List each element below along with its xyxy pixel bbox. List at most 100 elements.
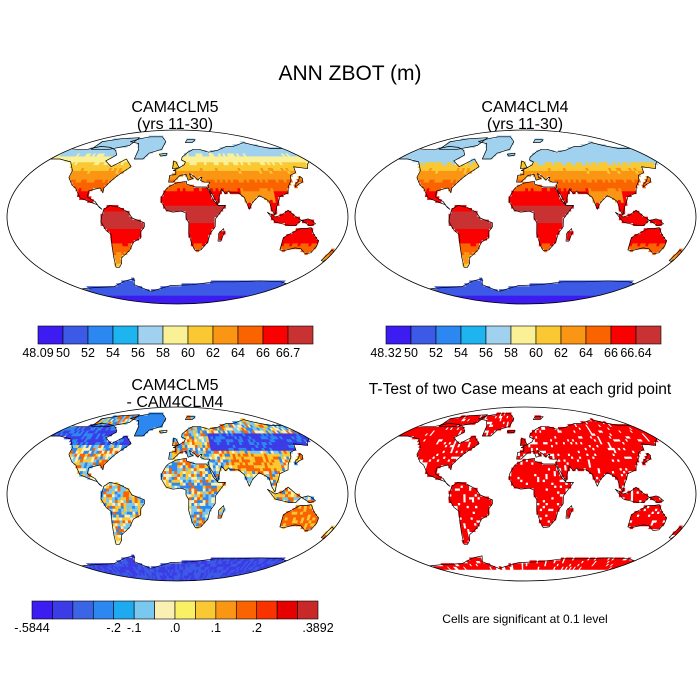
colorbar-tick-label: 66.7 <box>276 346 300 360</box>
colorbar-tick-label: 52 <box>81 346 95 360</box>
panel-title-cam4clm5: CAM4CLM5 (yrs 11-30) <box>75 99 275 133</box>
coastline-uk <box>520 160 528 170</box>
colorbar-tick-label: 48.32 <box>370 346 401 360</box>
colorbar-tick-label: 58 <box>156 346 170 360</box>
panel-title-line1: CAM4CLM5 <box>131 377 219 394</box>
coastline-uk <box>520 437 528 447</box>
panel-title-line1: CAM4CLM4 <box>481 99 569 116</box>
colorbar-box <box>560 325 587 345</box>
colorbar-box <box>297 600 319 620</box>
colorbar-tick-label: 56 <box>131 346 145 360</box>
colorbar-tick-label: 54 <box>454 346 468 360</box>
colorbar-box <box>385 325 412 345</box>
coastline-svalbard <box>533 139 544 143</box>
coastline-africa <box>509 457 574 529</box>
colorbar-box <box>52 600 74 620</box>
colorbar-tick-label: 52 <box>429 346 443 360</box>
panel-title-line2: (yrs 11-30) <box>486 116 564 133</box>
colorbar-box <box>215 600 237 620</box>
coastline-svalbard <box>533 416 544 420</box>
coastline-south-america <box>100 482 145 545</box>
colorbar-box <box>585 325 612 345</box>
colorbar-box <box>212 325 239 345</box>
colorbar-tick-label: 50 <box>404 346 418 360</box>
colorbar-box <box>31 600 53 620</box>
coastline-greenland <box>130 136 167 160</box>
colorbar-box <box>510 325 537 345</box>
coastline-madagascar <box>217 228 225 242</box>
colorbar-box <box>62 325 89 345</box>
coastline-madagascar <box>565 228 573 242</box>
colorbar-box <box>112 325 139 345</box>
colorbar-box <box>256 600 278 620</box>
colorbar-box <box>174 600 196 620</box>
panel-title-ttest: T-Test of two Case means at each grid po… <box>368 381 672 398</box>
colorbar-tick-label: 66 <box>256 346 270 360</box>
coastline-iceland <box>159 152 168 157</box>
colorbar-tick-label: -.2 <box>106 621 121 635</box>
colorbar-box <box>237 325 264 345</box>
colorbar-tick-label: 50 <box>56 346 70 360</box>
colorbar-tick-label: 62 <box>554 346 568 360</box>
colorbar-tick-label: 66.64 <box>620 346 651 360</box>
significance-note: Cells are significant at 0.1 level <box>442 612 608 626</box>
coastline-iceland <box>159 429 168 434</box>
panel-title-line2: - CAM4CLM4 <box>126 394 224 411</box>
coastline-north-america <box>47 146 132 210</box>
coastline-africa <box>161 457 226 529</box>
colorbar-tick-label: 66 <box>604 346 618 360</box>
coastline-uk <box>172 437 180 447</box>
colorbar-cam4clm4: 48.32 50 52 54 56 58 60 62 64 66 66.64 <box>370 325 662 360</box>
map-cam4clm4 <box>354 129 697 305</box>
colorbar-box <box>635 325 662 345</box>
colorbar-cam4clm5: 48.09 50 52 54 56 58 60 62 64 66 66.7 <box>22 325 314 360</box>
colorbar-tick-label: 64 <box>231 346 245 360</box>
colorbar-box <box>276 600 298 620</box>
colorbar-box <box>162 325 189 345</box>
coastline-eurasia <box>168 419 315 493</box>
colorbar-tick-label: .2 <box>251 621 261 635</box>
coastline-japan <box>294 453 303 465</box>
map-difference <box>6 406 349 582</box>
coastline-indonesia <box>615 209 664 227</box>
coastline-iceland <box>507 152 516 157</box>
colorbar-box <box>137 325 164 345</box>
colorbar-box <box>287 325 314 345</box>
colorbar-tick-label: -.1 <box>127 621 142 635</box>
colorbar-tick-label: 64 <box>579 346 593 360</box>
colorbar-tick-label: 62 <box>206 346 220 360</box>
colorbar-tick-label: 54 <box>106 346 120 360</box>
colorbar-tick-label: 56 <box>479 346 493 360</box>
colorbar-box <box>535 325 562 345</box>
coastline-indonesia <box>615 486 664 504</box>
colorbar-box <box>235 600 258 620</box>
coastline-south-america <box>448 205 493 268</box>
map-border <box>354 129 697 305</box>
colorbar-box <box>133 600 155 620</box>
coastline-svalbard <box>185 139 196 143</box>
colorbar-box <box>262 325 289 345</box>
coastline-madagascar <box>217 505 225 519</box>
coastline-greenland <box>130 413 167 437</box>
coastline-greenland <box>478 136 515 160</box>
coastline-arctic-islands <box>90 414 140 427</box>
map-border <box>6 129 349 305</box>
coastline-australia <box>627 227 667 255</box>
colorbar-tick-label: 60 <box>181 346 195 360</box>
coastline-australia <box>279 227 319 255</box>
map-ttest <box>354 406 697 582</box>
colorbar-box <box>410 325 437 345</box>
colorbar-box <box>435 325 462 345</box>
panel-title-line2: (yrs 11-30) <box>136 116 214 133</box>
panel-title-difference: CAM4CLM5 - CAM4CLM4 <box>75 377 275 411</box>
coastline-arctic-islands <box>438 137 488 150</box>
colorbar-box <box>610 325 637 345</box>
figure-title: ANN ZBOT (m) <box>278 62 422 85</box>
panel-title-cam4clm4: CAM4CLM4 (yrs 11-30) <box>425 99 625 133</box>
coastline-australia <box>279 504 319 532</box>
coastline-arctic-islands <box>438 414 488 427</box>
map-border <box>354 406 697 582</box>
coastline-japan <box>642 176 651 188</box>
colorbar-tick-label: .1 <box>211 621 221 635</box>
colorbar-tick-label: -.5844 <box>14 621 49 635</box>
